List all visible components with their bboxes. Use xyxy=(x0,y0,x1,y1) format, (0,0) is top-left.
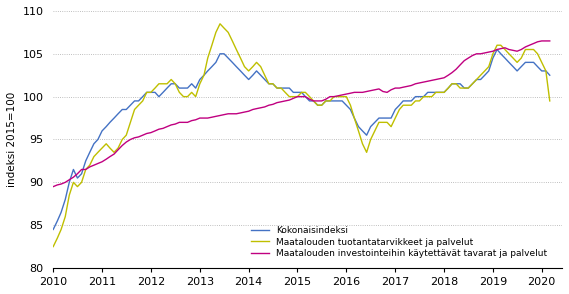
Line: Kokonaisindeksi: Kokonaisindeksi xyxy=(53,49,550,229)
Line: Maatalouden investointeihin käytettävät tavarat ja palvelut: Maatalouden investointeihin käytettävät … xyxy=(53,41,550,187)
Y-axis label: indeksi 2015=100: indeksi 2015=100 xyxy=(7,92,17,187)
Legend: Kokonaisindeksi, Maatalouden tuotantatarvikkeet ja palvelut, Maatalouden investo: Kokonaisindeksi, Maatalouden tuotantatar… xyxy=(251,226,547,258)
Line: Maatalouden tuotantatarvikkeet ja palvelut: Maatalouden tuotantatarvikkeet ja palvel… xyxy=(53,24,550,247)
